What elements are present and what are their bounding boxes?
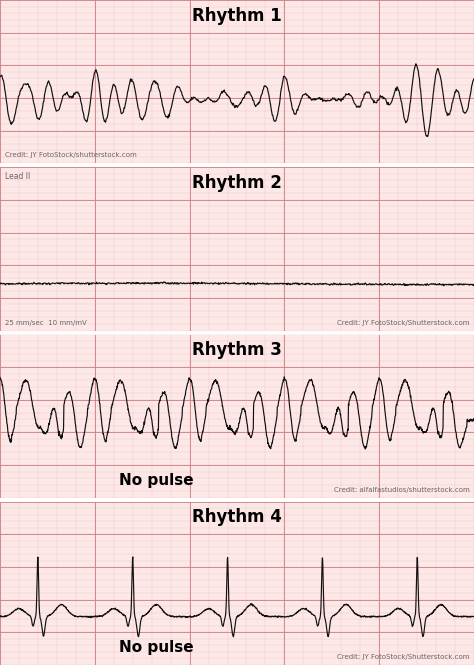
Text: Lead II: Lead II bbox=[5, 172, 30, 181]
Text: Credit: JY FotoStock/Shutterstock.com: Credit: JY FotoStock/Shutterstock.com bbox=[337, 654, 469, 660]
Text: Credit: JY FotoStock/shutterstock.com: Credit: JY FotoStock/shutterstock.com bbox=[5, 152, 137, 158]
Text: 25 mm/sec  10 mm/mV: 25 mm/sec 10 mm/mV bbox=[5, 320, 86, 326]
Text: Rhythm 1: Rhythm 1 bbox=[192, 7, 282, 25]
Text: No pulse: No pulse bbox=[119, 473, 194, 488]
Text: Rhythm 4: Rhythm 4 bbox=[192, 508, 282, 526]
Text: Rhythm 3: Rhythm 3 bbox=[192, 341, 282, 359]
Text: Rhythm 2: Rhythm 2 bbox=[192, 174, 282, 192]
Text: Credit: alfalfastudios/shutterstock.com: Credit: alfalfastudios/shutterstock.com bbox=[334, 487, 469, 493]
Text: Credit: JY FotoStock/Shutterstock.com: Credit: JY FotoStock/Shutterstock.com bbox=[337, 320, 469, 326]
Text: No pulse: No pulse bbox=[119, 640, 194, 655]
